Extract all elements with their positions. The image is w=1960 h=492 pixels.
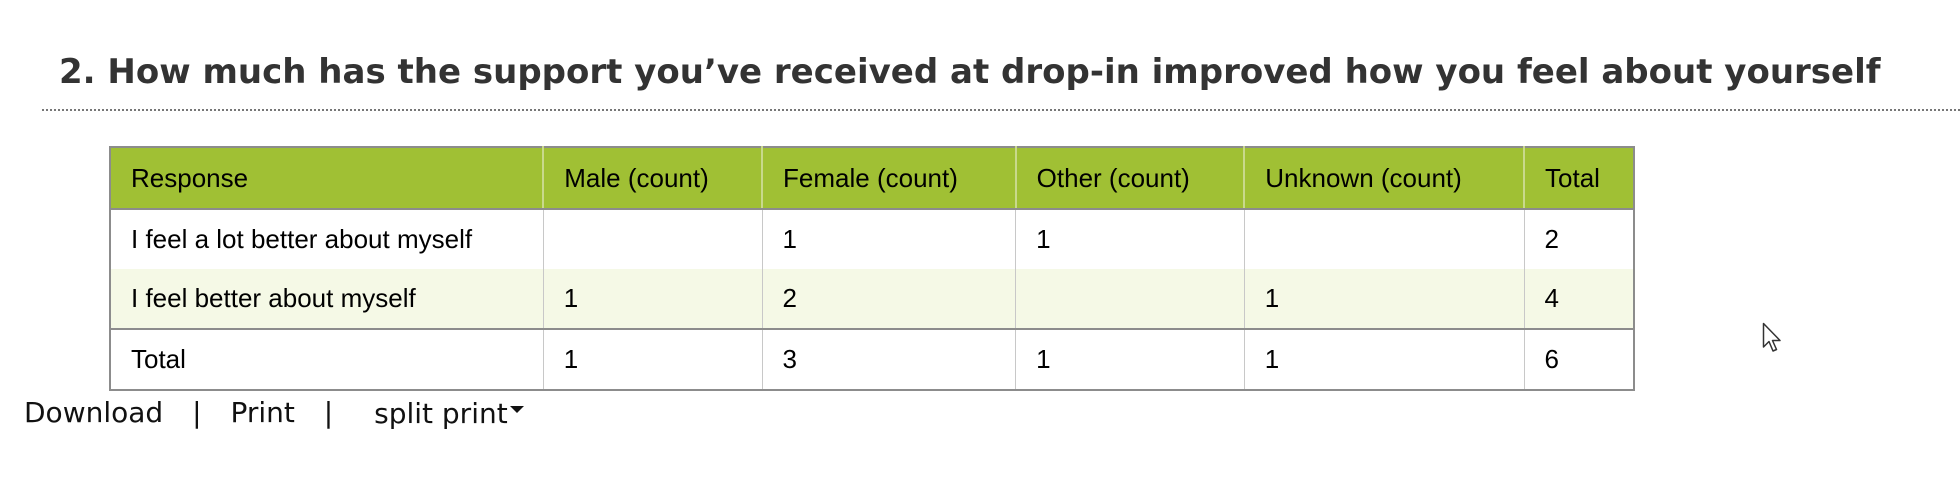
header-female: Female (count) xyxy=(761,147,1016,210)
table-header-row: Response Male (count) Female (count) Oth… xyxy=(110,147,1634,210)
total-cell: 1 xyxy=(542,328,763,390)
total-cell: 1 xyxy=(1243,328,1525,390)
action-links: Download | Print | split print xyxy=(24,390,524,436)
split-print-dropdown[interactable]: split print xyxy=(374,391,524,436)
table-total-row: Total 1 3 1 1 6 xyxy=(110,328,1634,390)
title-divider xyxy=(42,109,1960,111)
link-separator: | xyxy=(192,396,202,429)
page-title: 2. How much has the support you’ve recei… xyxy=(59,52,1881,92)
mouse-pointer-icon xyxy=(1762,322,1781,352)
print-link[interactable]: Print xyxy=(230,396,295,429)
table-cell xyxy=(1243,209,1525,269)
table-cell xyxy=(542,209,763,269)
header-male: Male (count) xyxy=(542,147,763,210)
link-separator: | xyxy=(323,396,334,429)
header-response: Response xyxy=(110,147,544,210)
table-row: I feel better about myself 1 2 1 4 xyxy=(110,269,1634,329)
table-cell: 1 xyxy=(542,269,763,329)
table-cell: I feel a lot better about myself xyxy=(131,224,473,254)
header-total: Total xyxy=(1523,147,1634,210)
results-table: Response Male (count) Female (count) Oth… xyxy=(109,146,1635,391)
table-cell: I feel better about myself xyxy=(110,269,544,329)
header-other: Other (count) xyxy=(1014,147,1245,210)
caret-down-icon xyxy=(509,406,524,413)
table-cell xyxy=(1015,269,1245,329)
table-cell: 2 xyxy=(761,269,1016,329)
table-cell: 1 xyxy=(1243,269,1525,329)
table-cell: 1 xyxy=(1015,209,1245,269)
table-cell: 2 xyxy=(1523,209,1634,269)
table-row: I feel a lot better about myself 1 1 2 xyxy=(110,209,1634,269)
total-label: Total xyxy=(110,328,544,390)
table-cell: 1 xyxy=(761,209,1016,269)
split-print-label: split print xyxy=(374,396,508,430)
header-unknown: Unknown (count) xyxy=(1243,147,1525,210)
download-link[interactable]: Download xyxy=(24,396,164,429)
total-cell: 6 xyxy=(1523,328,1634,390)
total-cell: 3 xyxy=(761,328,1016,390)
total-cell: 1 xyxy=(1015,328,1245,390)
table-cell: 4 xyxy=(1523,269,1634,329)
